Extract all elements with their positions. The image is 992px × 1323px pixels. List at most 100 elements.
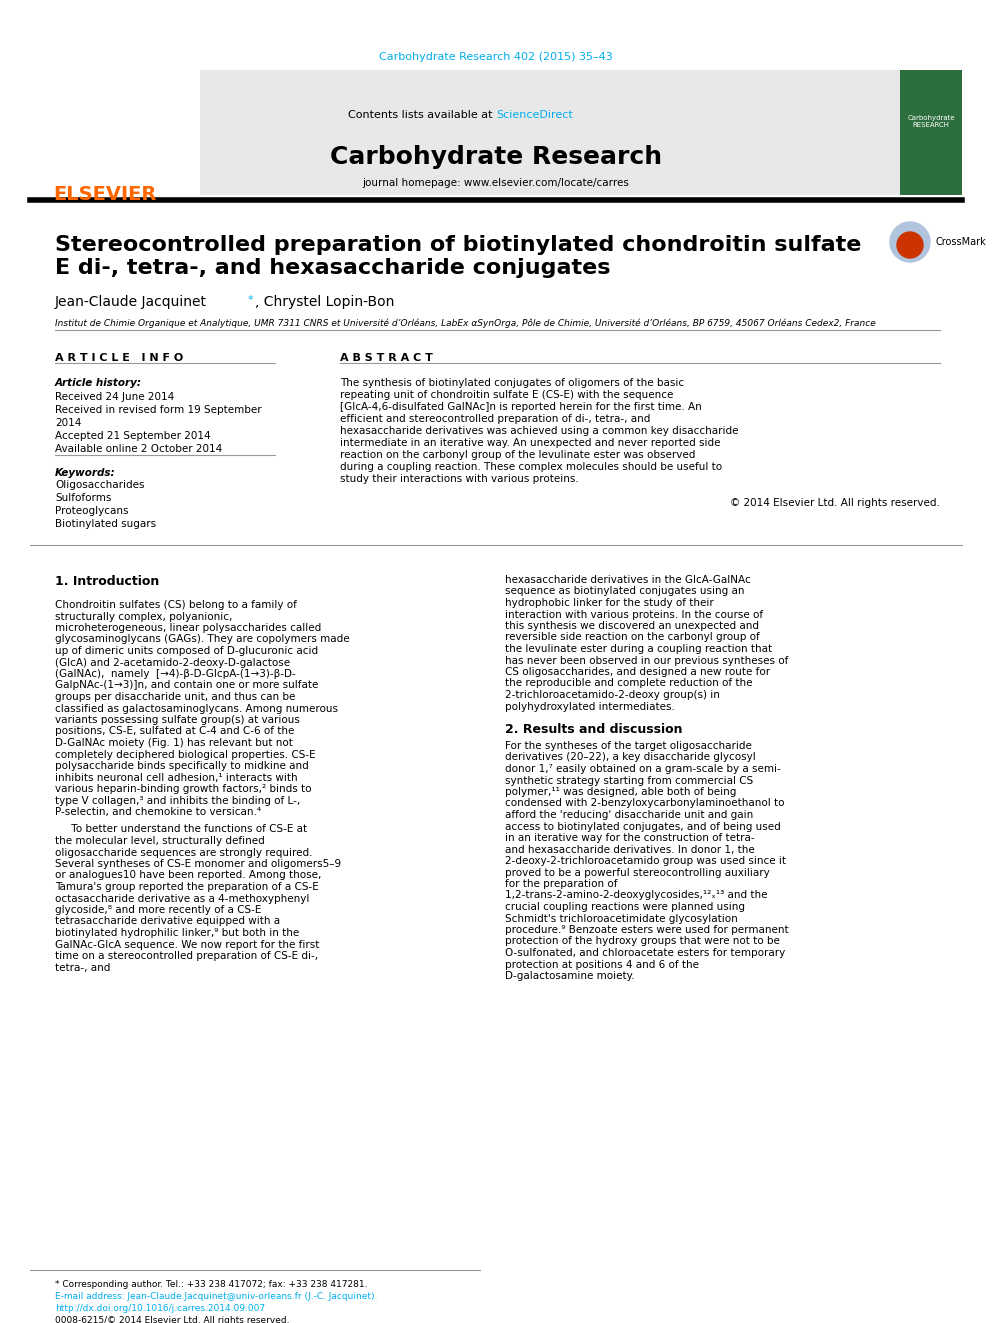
Text: CrossMark: CrossMark — [935, 237, 986, 247]
Text: http://dx.doi.org/10.1016/j.carres.2014.09.007: http://dx.doi.org/10.1016/j.carres.2014.… — [55, 1304, 265, 1312]
Text: inhibits neuronal cell adhesion,¹ interacts with: inhibits neuronal cell adhesion,¹ intera… — [55, 773, 298, 782]
Text: this synthesis we discovered an unexpected and: this synthesis we discovered an unexpect… — [505, 620, 759, 631]
Text: oligosaccharide sequences are strongly required.: oligosaccharide sequences are strongly r… — [55, 848, 312, 857]
Text: Received in revised form 19 September: Received in revised form 19 September — [55, 405, 262, 415]
Text: reaction on the carbonyl group of the levulinate ester was observed: reaction on the carbonyl group of the le… — [340, 450, 695, 460]
Text: For the syntheses of the target oligosaccharide: For the syntheses of the target oligosac… — [505, 741, 752, 751]
Text: tetra-, and: tetra-, and — [55, 963, 110, 972]
Text: and hexasaccharide derivatives. In donor 1, the: and hexasaccharide derivatives. In donor… — [505, 844, 755, 855]
Text: hexasaccharide derivatives was achieved using a common key disaccharide: hexasaccharide derivatives was achieved … — [340, 426, 738, 437]
Text: Schmidt's trichloroacetimidate glycosylation: Schmidt's trichloroacetimidate glycosyla… — [505, 913, 738, 923]
Text: reversible side reaction on the carbonyl group of: reversible side reaction on the carbonyl… — [505, 632, 760, 643]
Text: polymer,¹¹ was designed, able both of being: polymer,¹¹ was designed, able both of be… — [505, 787, 736, 796]
Circle shape — [890, 222, 930, 262]
Text: E di-, tetra-, and hexasaccharide conjugates: E di-, tetra-, and hexasaccharide conjug… — [55, 258, 610, 278]
Text: protection of the hydroxy groups that were not to be: protection of the hydroxy groups that we… — [505, 937, 780, 946]
Text: hydrophobic linker for the study of their: hydrophobic linker for the study of thei… — [505, 598, 714, 609]
Text: Tamura's group reported the preparation of a CS-E: Tamura's group reported the preparation … — [55, 882, 318, 892]
Text: Accepted 21 September 2014: Accepted 21 September 2014 — [55, 431, 210, 441]
Text: time on a stereocontrolled preparation of CS-E di-,: time on a stereocontrolled preparation o… — [55, 951, 318, 960]
Text: Carbohydrate Research: Carbohydrate Research — [330, 146, 662, 169]
Text: Article history:: Article history: — [55, 378, 142, 388]
Text: P-selectin, and chemokine to versican.⁴: P-selectin, and chemokine to versican.⁴ — [55, 807, 261, 818]
Text: The synthesis of biotinylated conjugates of oligomers of the basic: The synthesis of biotinylated conjugates… — [340, 378, 684, 388]
Text: proved to be a powerful stereocontrolling auxiliary: proved to be a powerful stereocontrollin… — [505, 868, 770, 877]
Bar — [30, 70, 200, 194]
Text: O-sulfonated, and chloroacetate esters for temporary: O-sulfonated, and chloroacetate esters f… — [505, 949, 786, 958]
Text: Chondroitin sulfates (CS) belong to a family of: Chondroitin sulfates (CS) belong to a fa… — [55, 601, 297, 610]
Text: procedure.⁹ Benzoate esters were used for permanent: procedure.⁹ Benzoate esters were used fo… — [505, 925, 789, 935]
Text: completely deciphered biological properties. CS-E: completely deciphered biological propert… — [55, 750, 315, 759]
Text: polyhydroxylated intermediates.: polyhydroxylated intermediates. — [505, 701, 675, 712]
Text: 2. Results and discussion: 2. Results and discussion — [505, 722, 682, 736]
Text: GalpNAc-(1→3)]n, and contain one or more sulfate: GalpNAc-(1→3)]n, and contain one or more… — [55, 680, 318, 691]
Text: protection at positions 4 and 6 of the: protection at positions 4 and 6 of the — [505, 959, 699, 970]
Text: structurally complex, polyanionic,: structurally complex, polyanionic, — [55, 611, 232, 622]
Text: or analogues10 have been reported. Among those,: or analogues10 have been reported. Among… — [55, 871, 321, 881]
Text: D-GalNAc moiety (Fig. 1) has relevant but not: D-GalNAc moiety (Fig. 1) has relevant bu… — [55, 738, 293, 747]
Text: GalNAc-GlcA sequence. We now report for the first: GalNAc-GlcA sequence. We now report for … — [55, 939, 319, 950]
Text: microheterogeneous, linear polysaccharides called: microheterogeneous, linear polysaccharid… — [55, 623, 321, 632]
Text: afford the 'reducing' disaccharide unit and gain: afford the 'reducing' disaccharide unit … — [505, 810, 753, 820]
Text: *: * — [248, 295, 254, 306]
Text: 0008-6215/© 2014 Elsevier Ltd. All rights reserved.: 0008-6215/© 2014 Elsevier Ltd. All right… — [55, 1316, 290, 1323]
Text: * Corresponding author. Tel.: +33 238 417072; fax: +33 238 417281.: * Corresponding author. Tel.: +33 238 41… — [55, 1279, 367, 1289]
Text: type V collagen,³ and inhibits the binding of L-,: type V collagen,³ and inhibits the bindi… — [55, 795, 301, 806]
Text: [GlcA-4,6-disulfated GalNAc]n is reported herein for the first time. An: [GlcA-4,6-disulfated GalNAc]n is reporte… — [340, 402, 701, 411]
Text: A R T I C L E   I N F O: A R T I C L E I N F O — [55, 353, 184, 363]
Text: Several syntheses of CS-E monomer and oligomers5–9: Several syntheses of CS-E monomer and ol… — [55, 859, 341, 869]
Text: A B S T R A C T: A B S T R A C T — [340, 353, 433, 363]
Text: sequence as biotinylated conjugates using an: sequence as biotinylated conjugates usin… — [505, 586, 745, 597]
Text: 2014: 2014 — [55, 418, 81, 429]
Text: derivatives (20–22), a key disaccharide glycosyl: derivatives (20–22), a key disaccharide … — [505, 753, 756, 762]
Text: journal homepage: www.elsevier.com/locate/carres: journal homepage: www.elsevier.com/locat… — [362, 179, 630, 188]
Text: intermediate in an iterative way. An unexpected and never reported side: intermediate in an iterative way. An une… — [340, 438, 720, 448]
Text: (GalNAc),  namely  [→4)-β-D-GlcpA-(1→3)-β-D-: (GalNAc), namely [→4)-β-D-GlcpA-(1→3)-β-… — [55, 669, 296, 679]
Circle shape — [897, 232, 923, 258]
Text: 2-trichloroacetamido-2-deoxy group(s) in: 2-trichloroacetamido-2-deoxy group(s) in — [505, 691, 720, 700]
Text: CS oligosaccharides, and designed a new route for: CS oligosaccharides, and designed a new … — [505, 667, 770, 677]
Text: efficient and stereocontrolled preparation of di-, tetra-, and: efficient and stereocontrolled preparati… — [340, 414, 651, 423]
Text: biotinylated hydrophilic linker,⁹ but both in the: biotinylated hydrophilic linker,⁹ but bo… — [55, 927, 300, 938]
Text: octasaccharide derivative as a 4-methoxyphenyl: octasaccharide derivative as a 4-methoxy… — [55, 893, 310, 904]
Text: To better understand the functions of CS-E at: To better understand the functions of CS… — [55, 824, 308, 835]
Text: for the preparation of: for the preparation of — [505, 878, 617, 889]
Text: positions, CS-E, sulfated at C-4 and C-6 of the: positions, CS-E, sulfated at C-4 and C-6… — [55, 726, 295, 737]
Text: access to biotinylated conjugates, and of being used: access to biotinylated conjugates, and o… — [505, 822, 781, 831]
Text: Received 24 June 2014: Received 24 June 2014 — [55, 392, 175, 402]
Text: © 2014 Elsevier Ltd. All rights reserved.: © 2014 Elsevier Ltd. All rights reserved… — [730, 497, 940, 508]
Text: Stereocontrolled preparation of biotinylated chondroitin sulfate: Stereocontrolled preparation of biotinyl… — [55, 235, 861, 255]
Text: Oligosaccharides: Oligosaccharides — [55, 480, 145, 490]
Text: 1. Introduction: 1. Introduction — [55, 576, 160, 587]
Text: study their interactions with various proteins.: study their interactions with various pr… — [340, 474, 578, 484]
Text: variants possessing sulfate group(s) at various: variants possessing sulfate group(s) at … — [55, 714, 300, 725]
Text: glycoside,⁸ and more recently of a CS-E: glycoside,⁸ and more recently of a CS-E — [55, 905, 261, 916]
Text: polysaccharide binds specifically to midkine and: polysaccharide binds specifically to mid… — [55, 761, 309, 771]
Text: Proteoglycans: Proteoglycans — [55, 505, 129, 516]
Text: Available online 2 October 2014: Available online 2 October 2014 — [55, 445, 222, 454]
Text: Sulfoforms: Sulfoforms — [55, 493, 111, 503]
Text: up of dimeric units composed of D-glucuronic acid: up of dimeric units composed of D-glucur… — [55, 646, 318, 656]
Text: D-galactosamine moiety.: D-galactosamine moiety. — [505, 971, 635, 980]
Text: repeating unit of chondroitin sulfate E (CS-E) with the sequence: repeating unit of chondroitin sulfate E … — [340, 390, 674, 400]
Text: the molecular level, structurally defined: the molecular level, structurally define… — [55, 836, 265, 845]
Text: the reproducible and complete reduction of the: the reproducible and complete reduction … — [505, 679, 753, 688]
Text: synthetic strategy starting from commercial CS: synthetic strategy starting from commerc… — [505, 775, 753, 786]
Text: Contents lists available at: Contents lists available at — [348, 110, 496, 120]
Text: has never been observed in our previous syntheses of: has never been observed in our previous … — [505, 655, 789, 665]
Text: Carbohydrate Research 402 (2015) 35–43: Carbohydrate Research 402 (2015) 35–43 — [379, 52, 613, 62]
Text: hexasaccharide derivatives in the GlcA-GalNAc: hexasaccharide derivatives in the GlcA-G… — [505, 576, 751, 585]
Text: groups per disaccharide unit, and thus can be: groups per disaccharide unit, and thus c… — [55, 692, 296, 703]
Text: 1,2-trans-2-amino-2-deoxyglycosides,¹²ₓ¹³ and the: 1,2-trans-2-amino-2-deoxyglycosides,¹²ₓ¹… — [505, 890, 768, 901]
Text: 2-deoxy-2-trichloroacetamido group was used since it: 2-deoxy-2-trichloroacetamido group was u… — [505, 856, 786, 867]
Text: Carbohydrate
RESEARCH: Carbohydrate RESEARCH — [908, 115, 955, 128]
Text: in an iterative way for the construction of tetra-: in an iterative way for the construction… — [505, 833, 755, 843]
Text: Biotinylated sugars: Biotinylated sugars — [55, 519, 156, 529]
Bar — [900, 70, 962, 194]
Text: ScienceDirect: ScienceDirect — [496, 110, 572, 120]
Bar — [30, 70, 900, 194]
Text: various heparin-binding growth factors,² binds to: various heparin-binding growth factors,²… — [55, 785, 311, 794]
Text: donor 1,⁷ easily obtained on a gram-scale by a semi-: donor 1,⁷ easily obtained on a gram-scal… — [505, 763, 781, 774]
Text: condensed with 2-benzyloxycarbonylaminoethanol to: condensed with 2-benzyloxycarbonylaminoe… — [505, 799, 785, 808]
Text: tetrasaccharide derivative equipped with a: tetrasaccharide derivative equipped with… — [55, 917, 280, 926]
